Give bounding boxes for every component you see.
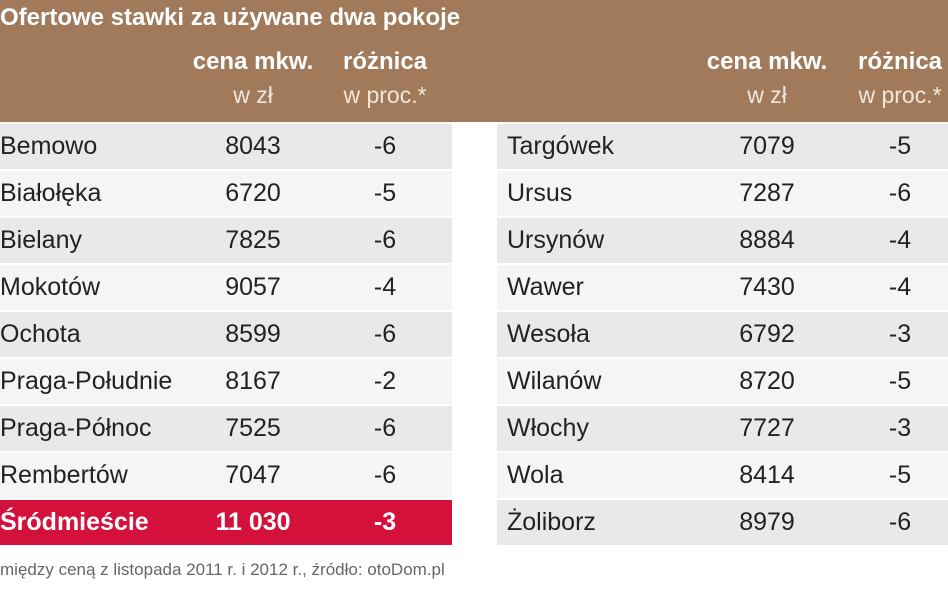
price-per-sqm: 8884 <box>739 226 795 254</box>
footnote: między ceną z listopada 2011 r. i 2012 r… <box>0 560 445 579</box>
district-name: Bemowo <box>0 132 98 160</box>
percent-change: -6 <box>373 132 397 160</box>
price-per-sqm: 8167 <box>225 367 281 395</box>
column-header-unit: w zł <box>747 82 787 108</box>
column-header-line: cena mkw. <box>706 48 828 75</box>
percent-change: -6 <box>373 226 397 254</box>
price-per-sqm: 6792 <box>739 320 795 348</box>
percent-change: -6 <box>888 179 912 207</box>
table-row: Wilanów 8720 -5 <box>497 359 948 406</box>
price-per-sqm: 7079 <box>739 132 795 160</box>
header-band <box>0 0 948 122</box>
table-row: Rembertów 7047 -6 <box>0 453 452 500</box>
price-per-sqm: 8979 <box>739 508 795 536</box>
price-per-sqm: 11 030 <box>215 508 291 536</box>
price-per-sqm: 9057 <box>225 273 281 301</box>
price-per-sqm: 7287 <box>739 179 795 207</box>
district-name: Praga-Północ <box>0 414 152 442</box>
percent-change: -5 <box>888 132 912 160</box>
percent-change: -3 <box>888 414 912 442</box>
district-name: Bielany <box>0 226 82 254</box>
percent-change: -5 <box>888 461 912 489</box>
district-table: Targówek 7079 -5 Ursus 7287 -6 Ursynów 8884 -4 Wa… <box>497 124 948 547</box>
district-name: Ursynów <box>507 226 605 254</box>
district-name: Wola <box>507 461 564 489</box>
column-header-line: różnica <box>857 48 943 75</box>
column-header-unit: w proc.* <box>858 82 942 108</box>
table-row: Ochota 8599 -6 <box>0 312 452 359</box>
title: Ofertowe stawki za używane dwa pokoje <box>0 4 461 31</box>
price-per-sqm: 6720 <box>225 179 281 207</box>
table-row: Praga-Południe 8167 -2 <box>0 359 452 406</box>
price-per-sqm: 7825 <box>225 226 281 254</box>
column-header: cena mkw. w zł <box>687 48 847 109</box>
table-row: Wawer 7430 -4 <box>497 265 948 312</box>
table-row: Mokotów 9057 -4 <box>0 265 452 312</box>
price-per-sqm: 8043 <box>225 132 281 160</box>
price-per-sqm: 8720 <box>739 367 795 395</box>
table-row: Śródmieście 11 030 -3 <box>0 500 452 547</box>
column-header: różnica w proc.* <box>820 48 948 109</box>
price-per-sqm: 8414 <box>739 461 795 489</box>
price-per-sqm: 7047 <box>225 461 281 489</box>
district-name: Wilanów <box>507 367 602 395</box>
percent-change: -4 <box>888 273 912 301</box>
district-name: Żoliborz <box>507 508 596 536</box>
district-name: Mokotów <box>0 273 101 301</box>
district-name: Białołęka <box>0 179 102 207</box>
district-name: Ursus <box>507 179 573 207</box>
district-name: Wesoła <box>507 320 590 348</box>
percent-change: -5 <box>373 179 397 207</box>
percent-change: -6 <box>373 320 397 348</box>
district-table: Bemowo 8043 -6 Białołęka 6720 -5 Bielany 7825 -6… <box>0 124 452 547</box>
district-name: Włochy <box>507 414 589 442</box>
price-per-sqm: 7430 <box>739 273 795 301</box>
table-row: Bemowo 8043 -6 <box>0 124 452 171</box>
table-row: Praga-Północ 7525 -6 <box>0 406 452 453</box>
column-header-line: różnica <box>342 48 428 75</box>
price-per-sqm: 7727 <box>739 414 795 442</box>
percent-change: -4 <box>373 273 397 301</box>
district-name: Targówek <box>507 132 614 160</box>
table-row: Ursynów 8884 -4 <box>497 218 948 265</box>
district-name: Ochota <box>0 320 81 348</box>
percent-change: -4 <box>888 226 912 254</box>
percent-change: -2 <box>373 367 397 395</box>
table-row: Włochy 7727 -3 <box>497 406 948 453</box>
table-row: Targówek 7079 -5 <box>497 124 948 171</box>
column-header-line: cena mkw. <box>192 48 314 75</box>
table-row: Żoliborz 8979 -6 <box>497 500 948 547</box>
price-per-sqm: 8599 <box>225 320 281 348</box>
district-name: Śródmieście <box>0 508 149 536</box>
percent-change: -3 <box>373 508 397 536</box>
percent-change: -6 <box>373 461 397 489</box>
district-name: Wawer <box>507 273 584 301</box>
percent-change: -6 <box>373 414 397 442</box>
table-row: Wesoła 6792 -3 <box>497 312 948 359</box>
price-per-sqm: 7525 <box>225 414 281 442</box>
column-header: cena mkw. w zł <box>173 48 333 109</box>
district-name: Praga-Południe <box>0 367 173 395</box>
percent-change: -5 <box>888 367 912 395</box>
percent-change: -6 <box>888 508 912 536</box>
table-row: Białołęka 6720 -5 <box>0 171 452 218</box>
table-row: Ursus 7287 -6 <box>497 171 948 218</box>
district-name: Rembertów <box>0 461 128 489</box>
column-header-unit: w proc.* <box>343 82 427 108</box>
table-row: Bielany 7825 -6 <box>0 218 452 265</box>
table-row: Wola 8414 -5 <box>497 453 948 500</box>
percent-change: -3 <box>888 320 912 348</box>
column-header-unit: w zł <box>233 82 273 108</box>
column-header: różnica w proc.* <box>305 48 465 109</box>
